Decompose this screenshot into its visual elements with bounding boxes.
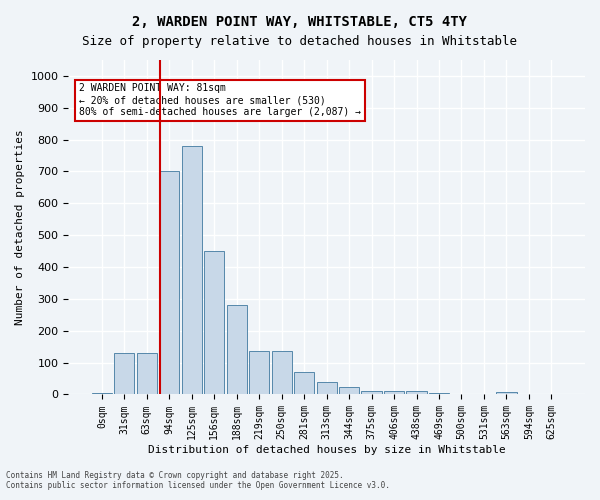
Y-axis label: Number of detached properties: Number of detached properties <box>15 130 25 325</box>
Bar <box>182 146 202 394</box>
Bar <box>159 172 179 394</box>
Text: 2 WARDEN POINT WAY: 81sqm
← 20% of detached houses are smaller (530)
80% of semi: 2 WARDEN POINT WAY: 81sqm ← 20% of detac… <box>79 84 361 116</box>
Bar <box>249 352 269 395</box>
Bar <box>339 388 359 394</box>
Text: Size of property relative to detached houses in Whitstable: Size of property relative to detached ho… <box>83 35 517 48</box>
Bar <box>294 372 314 394</box>
Bar <box>317 382 337 394</box>
Bar <box>272 352 292 395</box>
Bar <box>114 353 134 395</box>
Bar <box>406 392 427 394</box>
X-axis label: Distribution of detached houses by size in Whitstable: Distribution of detached houses by size … <box>148 445 506 455</box>
Bar <box>92 393 112 394</box>
Bar <box>227 306 247 394</box>
Bar <box>204 251 224 394</box>
Bar <box>137 353 157 395</box>
Text: 2, WARDEN POINT WAY, WHITSTABLE, CT5 4TY: 2, WARDEN POINT WAY, WHITSTABLE, CT5 4TY <box>133 15 467 29</box>
Bar <box>429 393 449 394</box>
Text: Contains HM Land Registry data © Crown copyright and database right 2025.
Contai: Contains HM Land Registry data © Crown c… <box>6 470 390 490</box>
Bar <box>384 392 404 394</box>
Bar <box>496 392 517 394</box>
Bar <box>361 392 382 394</box>
